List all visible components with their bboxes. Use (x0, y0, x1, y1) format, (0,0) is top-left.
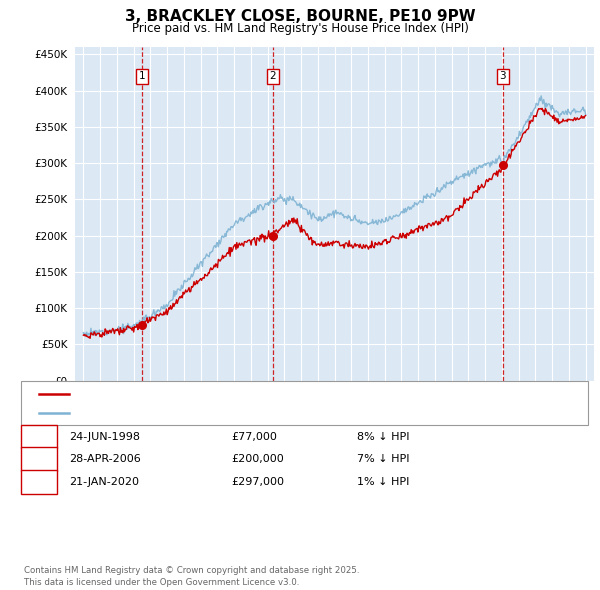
Text: 1: 1 (139, 71, 145, 81)
Text: 2: 2 (269, 71, 276, 81)
Text: 24-JUN-1998: 24-JUN-1998 (69, 432, 140, 441)
Text: 3, BRACKLEY CLOSE, BOURNE, PE10 9PW (detached house): 3, BRACKLEY CLOSE, BOURNE, PE10 9PW (det… (75, 389, 383, 398)
Text: Contains HM Land Registry data © Crown copyright and database right 2025.
This d: Contains HM Land Registry data © Crown c… (24, 566, 359, 587)
Text: 3, BRACKLEY CLOSE, BOURNE, PE10 9PW: 3, BRACKLEY CLOSE, BOURNE, PE10 9PW (125, 9, 475, 24)
Text: 28-APR-2006: 28-APR-2006 (69, 454, 141, 464)
Text: 21-JAN-2020: 21-JAN-2020 (69, 477, 139, 487)
Text: 1: 1 (35, 432, 43, 441)
Text: HPI: Average price, detached house, South Kesteven: HPI: Average price, detached house, Sout… (75, 408, 349, 418)
Text: £297,000: £297,000 (231, 477, 284, 487)
Text: 7% ↓ HPI: 7% ↓ HPI (357, 454, 409, 464)
Text: 2: 2 (35, 454, 43, 464)
Text: 1% ↓ HPI: 1% ↓ HPI (357, 477, 409, 487)
Text: £200,000: £200,000 (231, 454, 284, 464)
Text: 8% ↓ HPI: 8% ↓ HPI (357, 432, 409, 441)
Text: Price paid vs. HM Land Registry's House Price Index (HPI): Price paid vs. HM Land Registry's House … (131, 22, 469, 35)
Text: 3: 3 (35, 477, 43, 487)
Text: 3: 3 (499, 71, 506, 81)
Text: £77,000: £77,000 (231, 432, 277, 441)
